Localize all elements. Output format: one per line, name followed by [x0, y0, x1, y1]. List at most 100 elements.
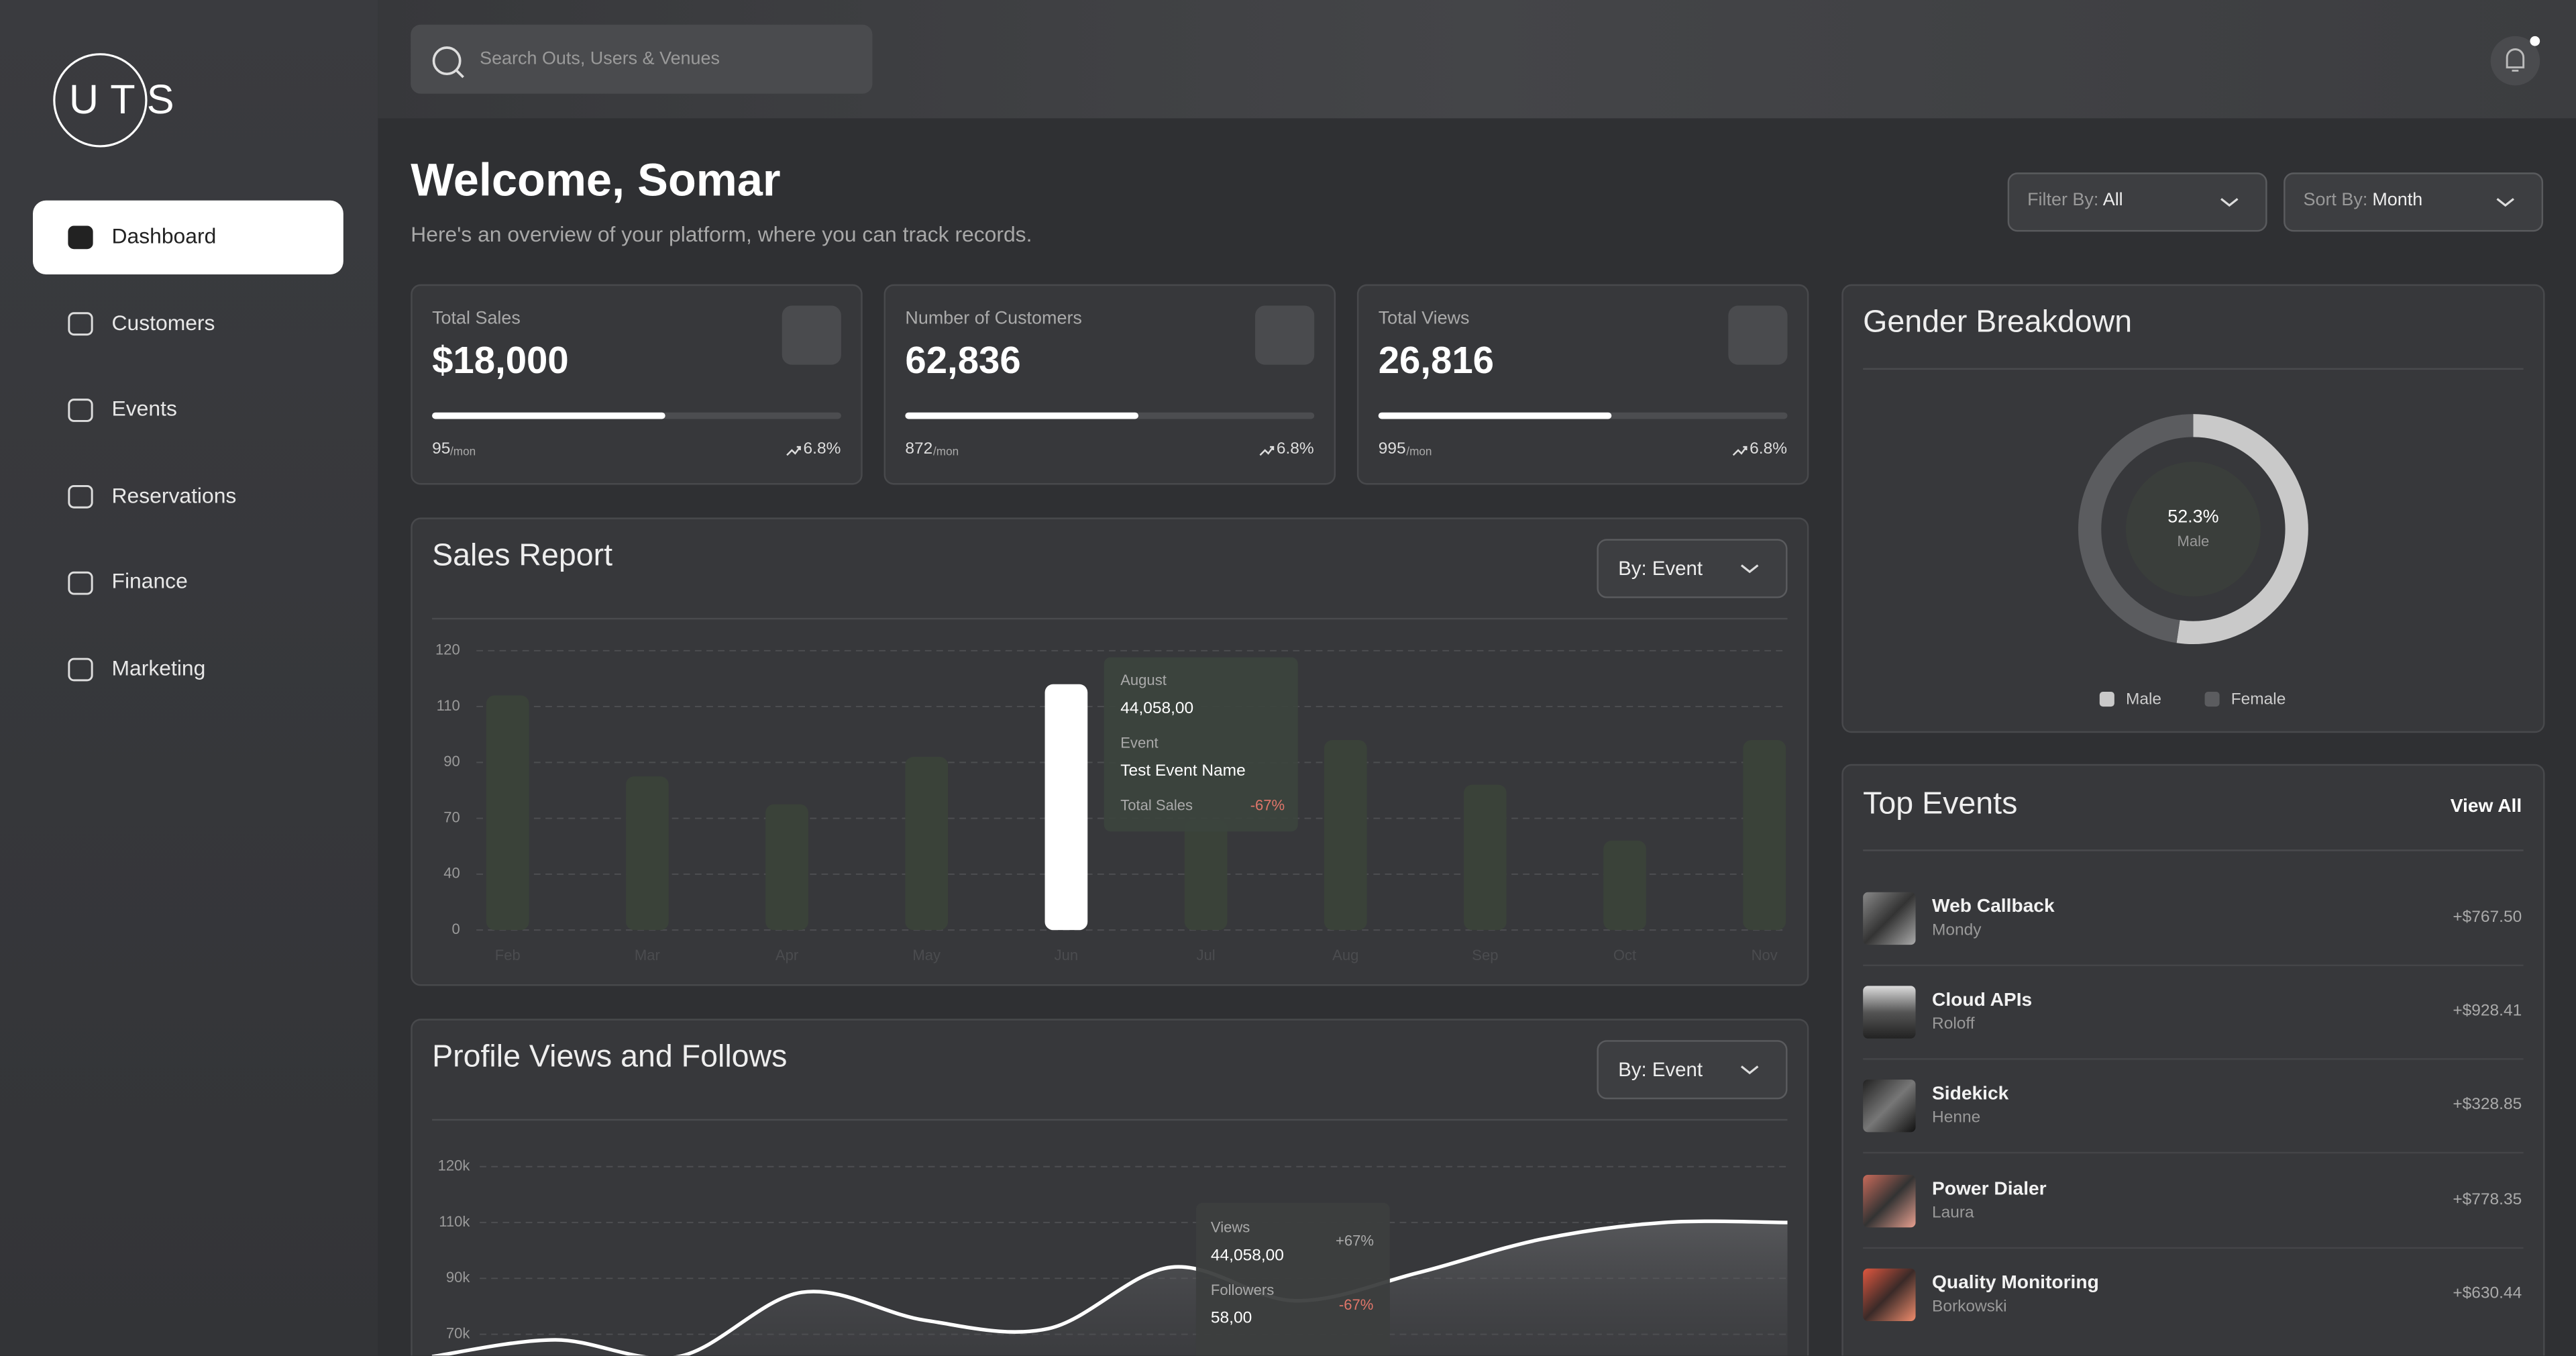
divider: [1863, 1058, 2524, 1061]
bar: [1603, 840, 1646, 931]
divider: [1863, 849, 2524, 851]
tooltip-views-change: +67%: [1336, 1232, 1375, 1249]
event-thumbnail: [1863, 892, 1916, 945]
event-organizer: Roloff: [1932, 1015, 1975, 1034]
profile-dropdown[interactable]: [1597, 1040, 1788, 1100]
stat-change: 6.8%: [1276, 440, 1314, 459]
stat-icon: [1255, 305, 1315, 365]
divider: [432, 617, 1788, 620]
bar: [1044, 684, 1088, 931]
tooltip-followers-label: Followers: [1210, 1282, 1275, 1298]
tooltip: [1104, 657, 1298, 832]
logo-ring: [53, 53, 148, 148]
divider: [1863, 1246, 2524, 1249]
x-tick-label: May: [912, 947, 941, 963]
gender-title: Gender Breakdown: [1863, 305, 2133, 340]
filter-value: Month: [2372, 191, 2423, 211]
bar: [905, 757, 949, 931]
stat-value: $18,000: [432, 338, 569, 382]
trend-icon: [786, 446, 801, 456]
progress-bar: [432, 412, 665, 419]
event-organizer: Henne: [1932, 1110, 1981, 1128]
nav-item[interactable]: Finance: [111, 569, 188, 594]
y-tick-label: 0: [451, 921, 460, 937]
nav-icon: [68, 225, 93, 250]
stat-change: 6.8%: [803, 440, 841, 459]
top-events-title: Top Events: [1863, 787, 2018, 822]
bar: [1184, 820, 1228, 931]
tooltip-event-name: Test Event Name: [1120, 762, 1246, 781]
event-organizer: Mondy: [1932, 921, 1982, 940]
search-box[interactable]: [411, 24, 873, 94]
stat-footer-value: 95: [432, 440, 451, 459]
divider: [1863, 368, 2524, 370]
trend-icon: [1259, 446, 1275, 456]
legend-swatch: [2204, 692, 2220, 707]
welcome-title: Welcome, Somar: [411, 154, 781, 206]
progress-bar: [1378, 412, 1612, 419]
logo: UTS: [68, 77, 186, 123]
stat-change: 6.8%: [1750, 440, 1788, 459]
nav-icon: [68, 399, 93, 422]
stat-footer-unit: /mon: [1406, 447, 1432, 459]
bar: [1743, 740, 1786, 931]
sales-dropdown[interactable]: [1597, 539, 1788, 598]
stat-value: 62,836: [905, 338, 1021, 382]
trend-icon: [1732, 446, 1748, 456]
nav-icon: [68, 484, 93, 509]
y-tick-label: 90: [443, 753, 460, 770]
tooltip-followers: 58,00: [1210, 1309, 1252, 1328]
event-thumbnail: [1863, 1174, 1916, 1227]
event-organizer: Laura: [1932, 1204, 1974, 1222]
y-tick-label: 90k: [446, 1269, 471, 1286]
y-tick-label: 70k: [446, 1324, 471, 1341]
event-amount: +$767.50: [2453, 908, 2522, 927]
nav-item[interactable]: Customers: [111, 309, 215, 335]
stat-footer-unit: /mon: [450, 447, 476, 459]
nav-item[interactable]: Dashboard: [111, 223, 217, 248]
event-thumbnail: [1863, 986, 1916, 1039]
nav-item[interactable]: Reservations: [111, 482, 237, 508]
x-tick-label: Jun: [1055, 947, 1079, 963]
stat-icon: [782, 305, 841, 365]
x-tick-label: Mar: [635, 947, 660, 963]
divider: [1863, 1152, 2524, 1155]
tooltip-views: 44,058,00: [1210, 1247, 1284, 1265]
notification-bell[interactable]: [2489, 33, 2544, 89]
legend-swatch: [2099, 692, 2114, 707]
stat-footer-value: 995: [1378, 440, 1406, 459]
sales-dropdown-label: By: Event: [1618, 557, 1703, 580]
search-icon: [432, 46, 464, 79]
tooltip-month: August: [1120, 672, 1167, 689]
y-tick-label: 120k: [438, 1157, 471, 1174]
x-tick-label: Aug: [1332, 947, 1358, 963]
nav-item[interactable]: Marketing: [111, 656, 206, 680]
nav-icon: [68, 571, 93, 595]
x-tick-label: Oct: [1613, 947, 1636, 963]
stat-footer-unit: /mon: [933, 447, 959, 459]
tooltip: [1195, 1202, 1390, 1356]
stat-icon: [1728, 305, 1788, 365]
stat-title: Number of Customers: [905, 309, 1082, 329]
nav-icon: [68, 658, 93, 682]
tooltip-followers-change: -67%: [1338, 1296, 1374, 1313]
bar: [1324, 740, 1367, 931]
y-tick-label: 40: [443, 865, 460, 882]
stat-title: Total Sales: [432, 309, 521, 329]
x-tick-label: Sep: [1472, 947, 1498, 963]
event-amount: +$778.35: [2453, 1190, 2522, 1209]
x-tick-label: Jul: [1196, 947, 1215, 963]
tooltip-sales-label: Total Sales: [1120, 796, 1193, 814]
bar: [626, 776, 669, 931]
tooltip-sales-change: -67%: [1250, 796, 1285, 814]
tooltip-views-label: Views: [1210, 1219, 1250, 1236]
event-thumbnail: [1863, 1268, 1916, 1321]
chevrons: [1740, 198, 2514, 1075]
y-tick-label: 120: [435, 641, 460, 658]
nav-item[interactable]: Events: [111, 396, 177, 421]
view-all[interactable]: View All: [2450, 796, 2522, 817]
area: [438, 1221, 1788, 1356]
